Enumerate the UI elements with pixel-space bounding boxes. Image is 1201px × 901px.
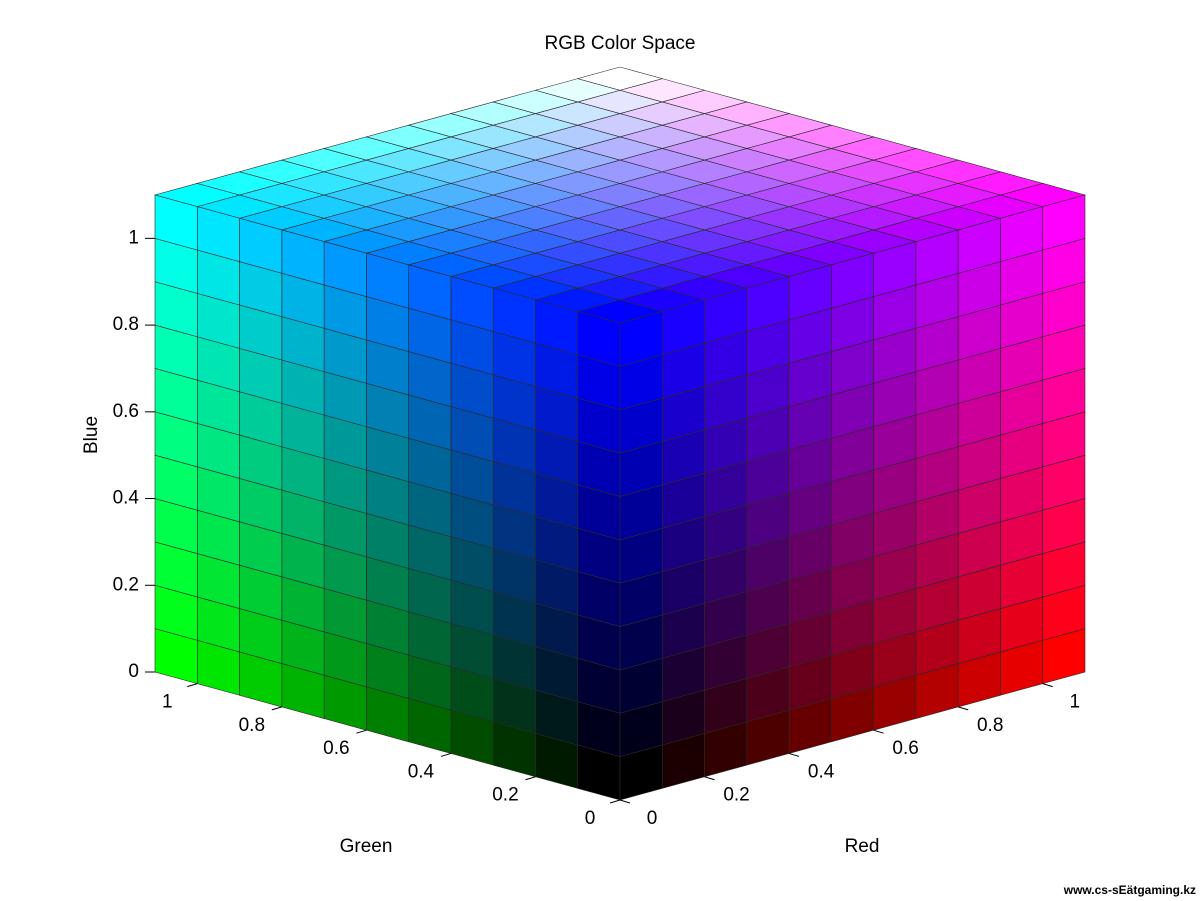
cell [576, 66, 664, 91]
y-tick-label: 0.6 [323, 738, 349, 759]
x-tick-label: 0.8 [977, 715, 1003, 736]
y-tick-label: 1 [162, 692, 173, 713]
x-tick [873, 729, 884, 734]
watermark: www.cs-sEätgaming.kz [1063, 883, 1196, 897]
y-tick-label: 0.4 [408, 761, 435, 782]
z-tick-label: 0.8 [113, 314, 139, 335]
z-tick-label: 0.4 [113, 488, 140, 509]
z-tick-label: 0.2 [113, 574, 139, 595]
z-axis-label: Blue [81, 416, 102, 454]
chart-title: RGB Color Space [544, 33, 695, 54]
x-axis-label: Red [845, 836, 880, 857]
x-tick [958, 706, 969, 711]
x-tick [1042, 683, 1053, 688]
y-tick [187, 683, 198, 688]
z-tick-label: 1 [128, 227, 139, 248]
z-tick-label: 0.6 [113, 401, 139, 422]
y-tick [609, 799, 621, 804]
cell [1042, 194, 1086, 251]
y-tick-label: 0.8 [239, 715, 265, 736]
x-tick-label: 1 [1069, 692, 1080, 713]
x-tick-label: 0.6 [892, 738, 918, 759]
cube [153, 66, 1087, 801]
y-tick [271, 706, 282, 711]
y-tick [525, 776, 536, 781]
x-tick-label: 0 [647, 808, 658, 829]
y-tick-label: 0 [585, 808, 596, 829]
x-tick [704, 776, 715, 781]
y-tick [440, 752, 452, 757]
y-tick-label: 0.2 [492, 785, 518, 806]
y-tick [356, 729, 367, 734]
x-tick-label: 0.4 [808, 761, 835, 782]
x-tick [788, 752, 800, 757]
x-tick [619, 799, 631, 804]
x-tick-label: 0.2 [723, 785, 749, 806]
z-tick-label: 0 [128, 661, 139, 682]
y-axis-label: Green [340, 836, 393, 857]
cell [154, 194, 198, 251]
